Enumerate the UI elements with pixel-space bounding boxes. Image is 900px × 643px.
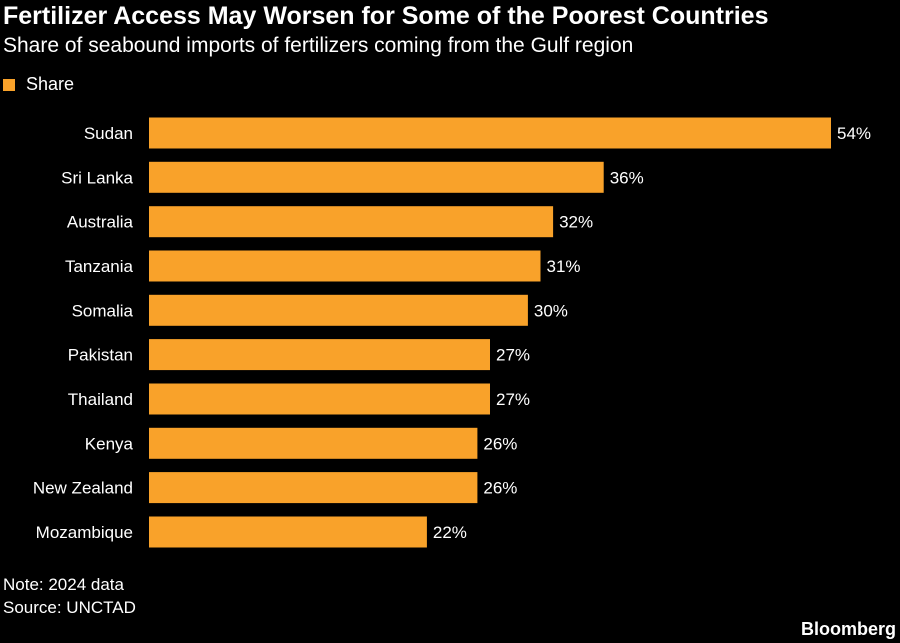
source-text: Source: UNCTAD bbox=[3, 598, 136, 617]
bar-australia bbox=[149, 206, 554, 238]
category-label: New Zealand bbox=[33, 479, 133, 498]
chart-notes: Note: 2024 data Source: UNCTAD bbox=[3, 573, 136, 619]
bar-new-zealand bbox=[149, 472, 478, 504]
value-label: 36% bbox=[610, 168, 644, 187]
bar-kenya bbox=[149, 427, 478, 459]
value-label: 22% bbox=[433, 523, 467, 542]
category-label: Tanzania bbox=[65, 257, 134, 276]
category-label: Sri Lanka bbox=[61, 168, 133, 187]
category-label: Kenya bbox=[85, 434, 134, 453]
category-label: Pakistan bbox=[68, 346, 133, 365]
bar-somalia bbox=[149, 294, 528, 326]
chart-subtitle: Share of seabound imports of fertilizers… bbox=[3, 34, 634, 57]
legend-label: Share bbox=[26, 74, 75, 94]
value-label: 27% bbox=[496, 346, 530, 365]
bar-mozambique bbox=[149, 516, 427, 548]
category-label: Thailand bbox=[68, 390, 133, 409]
value-label: 54% bbox=[837, 124, 871, 143]
bar-sri-lanka bbox=[149, 161, 604, 193]
category-label: Australia bbox=[67, 213, 134, 232]
category-label: Somalia bbox=[72, 301, 134, 320]
value-label: 31% bbox=[547, 257, 581, 276]
chart-title: Fertilizer Access May Worsen for Some of… bbox=[3, 2, 769, 30]
value-label: 32% bbox=[559, 213, 593, 232]
value-label: 30% bbox=[534, 301, 568, 320]
legend: Share bbox=[3, 74, 74, 95]
bar-tanzania bbox=[149, 250, 541, 282]
bar-thailand bbox=[149, 383, 490, 415]
legend-swatch bbox=[3, 78, 15, 91]
note-text: Note: 2024 data bbox=[3, 575, 124, 594]
bar-sudan bbox=[149, 117, 831, 149]
bar-pakistan bbox=[149, 339, 490, 371]
category-label: Sudan bbox=[84, 124, 133, 143]
value-label: 26% bbox=[483, 479, 517, 498]
category-label: Mozambique bbox=[36, 523, 133, 542]
value-label: 26% bbox=[483, 434, 517, 453]
value-label: 27% bbox=[496, 390, 530, 409]
bloomberg-logo: Bloomberg bbox=[800, 619, 896, 639]
